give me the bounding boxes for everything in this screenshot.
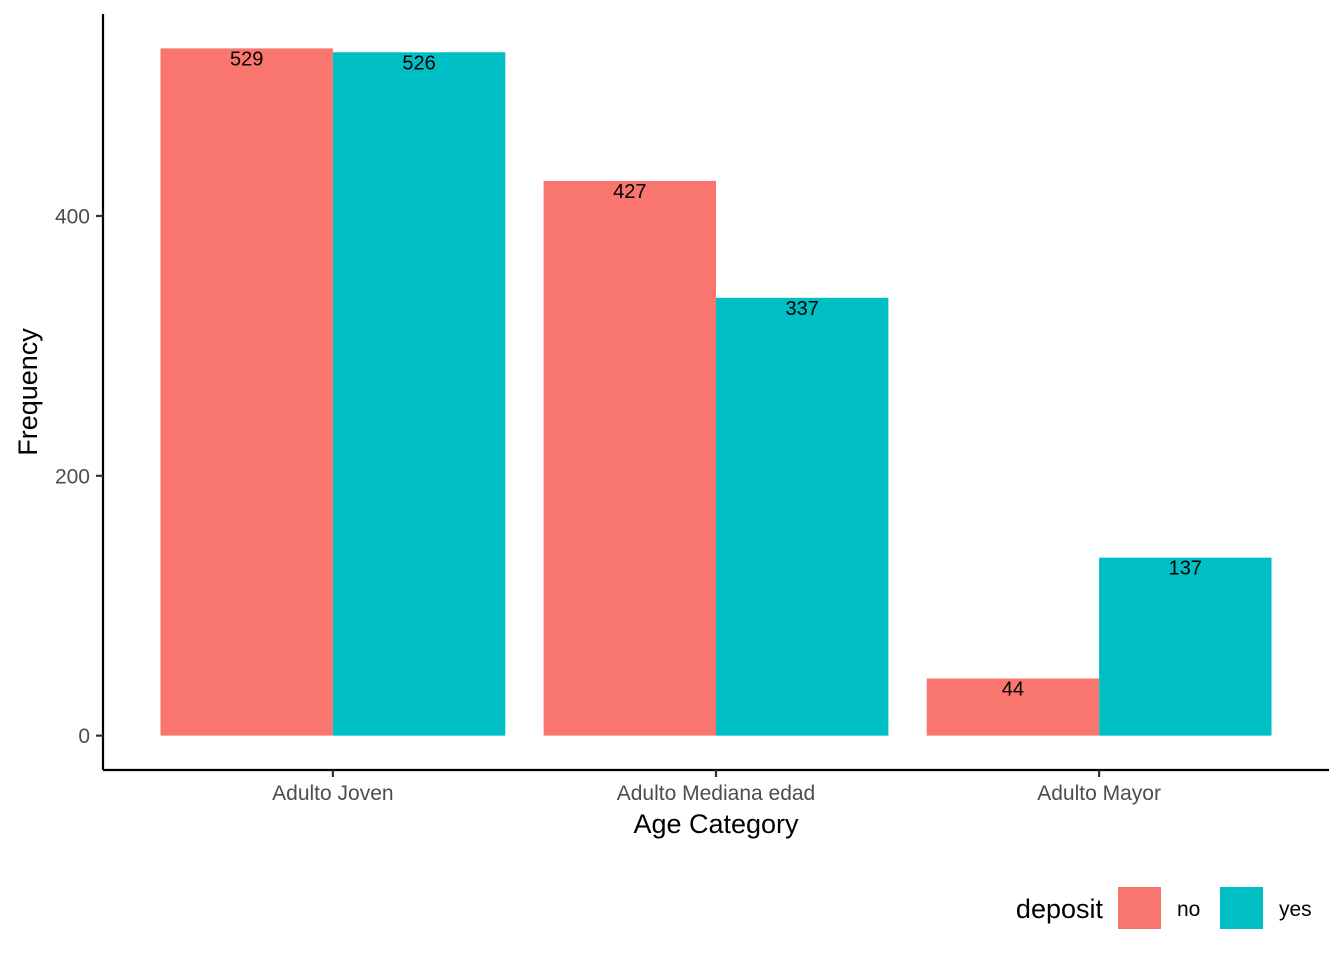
x-tick-label: Adulto Mediana edad — [617, 782, 816, 805]
x-tick-label: Adulto Joven — [272, 782, 393, 805]
x-tick-label: Adulto Mayor — [1037, 782, 1161, 805]
plot-area: 529 526 427 337 44 137 — [160, 48, 1272, 736]
y-tick-label: 400 — [55, 205, 90, 228]
bar-no-1 — [160, 48, 333, 736]
bar-yes-3 — [1099, 557, 1272, 736]
x-axis-title: Age Category — [633, 809, 799, 839]
legend-swatch-yes — [1220, 887, 1263, 929]
data-label-no-3: 44 — [1002, 678, 1024, 700]
data-label-yes-1: 526 — [402, 52, 435, 74]
data-label-no-1: 529 — [230, 48, 263, 70]
legend-swatch-no — [1118, 887, 1161, 929]
legend-label-no: no — [1177, 898, 1200, 921]
data-label-yes-2: 337 — [786, 298, 819, 320]
y-tick-label: 200 — [55, 465, 90, 488]
y-tick-label: 0 — [78, 725, 90, 748]
axis-ticks: 0 200 400 Adulto Joven Adulto Mediana edad Ad… — [55, 205, 1161, 805]
y-axis-title: Frequency — [13, 328, 43, 456]
legend-label-yes: yes — [1279, 898, 1312, 921]
bar-yes-2 — [716, 297, 889, 736]
bar-yes-1 — [332, 52, 506, 736]
data-label-yes-3: 137 — [1169, 558, 1202, 580]
bar-no-3 — [926, 678, 1100, 736]
legend-title: deposit — [1016, 894, 1104, 924]
legend: deposit no yes — [1016, 887, 1312, 929]
bar-no-2 — [543, 180, 716, 736]
data-label-no-2: 427 — [613, 181, 646, 203]
